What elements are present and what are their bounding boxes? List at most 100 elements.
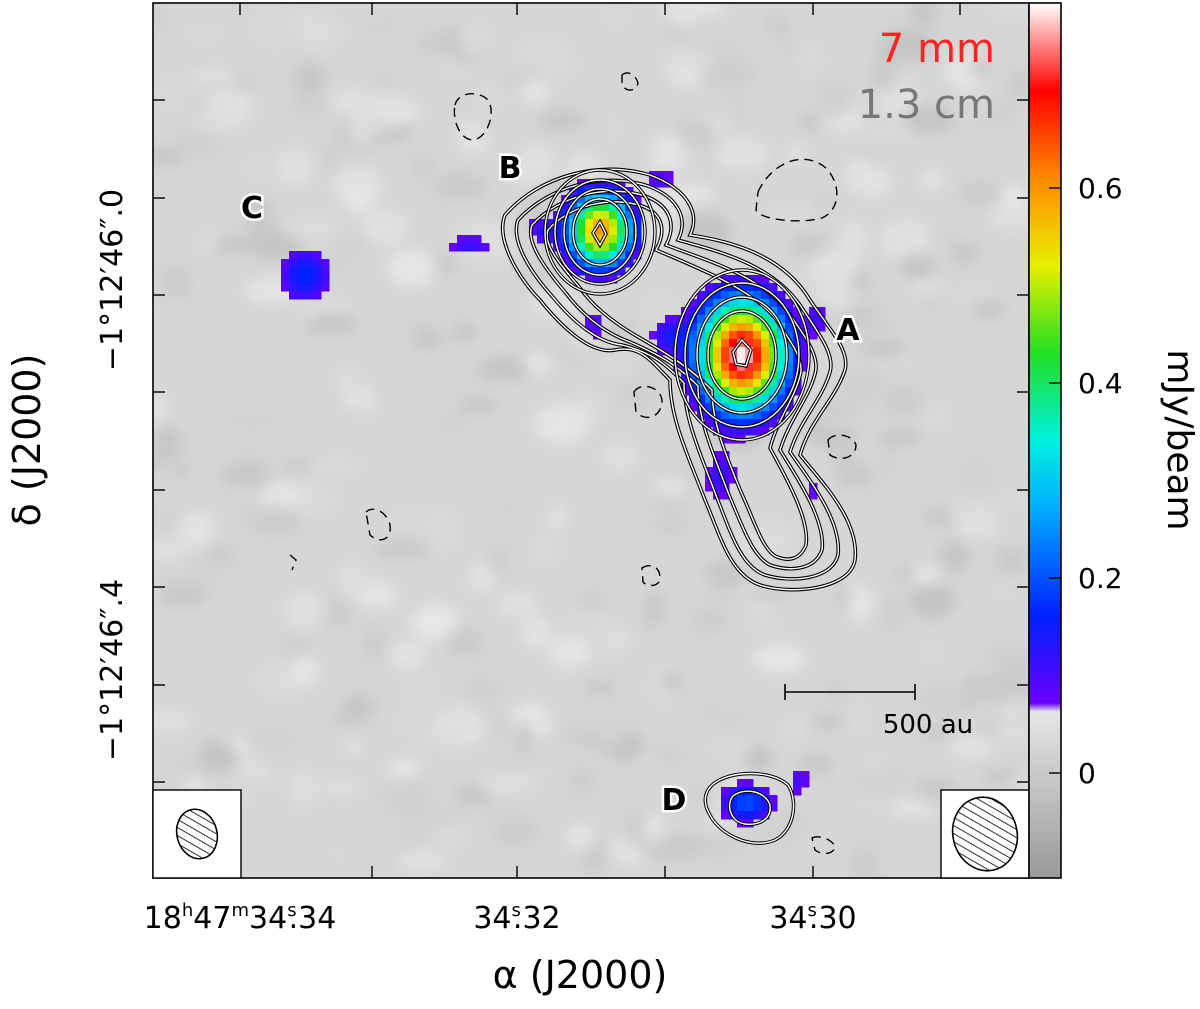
noise-blob xyxy=(289,769,318,809)
x-tick-label-34p30: 34s.30 xyxy=(769,900,856,936)
emission-pixel xyxy=(305,275,314,284)
emission-pixel xyxy=(769,803,778,812)
noise-blob xyxy=(587,608,616,642)
emission-pixel xyxy=(737,419,746,428)
noise-blob xyxy=(671,118,716,151)
noise-blob xyxy=(569,607,587,624)
emission-pixel xyxy=(729,291,738,300)
noise-blob xyxy=(234,65,261,102)
noise-blob xyxy=(921,724,956,742)
emission-pixel xyxy=(609,275,618,284)
emission-pixel xyxy=(753,379,762,388)
source-label-d: D xyxy=(662,783,687,818)
emission-pixel xyxy=(713,347,722,356)
emission-pixel xyxy=(633,219,642,228)
noise-blob xyxy=(705,557,749,589)
emission-pixel xyxy=(713,451,722,460)
noise-blob xyxy=(608,4,627,27)
emission-pixel xyxy=(745,331,754,340)
emission-pixel xyxy=(689,331,698,340)
emission-pixel xyxy=(753,427,762,436)
emission-pixel xyxy=(721,475,730,484)
emission-pixel xyxy=(737,291,746,300)
noise-blob xyxy=(513,719,535,758)
emission-pixel xyxy=(713,339,722,348)
y-axis-label: δ (J2000) xyxy=(5,354,49,527)
emission-pixel xyxy=(705,419,714,428)
emission-pixel xyxy=(817,323,826,332)
emission-pixel xyxy=(657,323,666,332)
source-a-contours xyxy=(673,268,811,442)
emission-pixel xyxy=(753,387,762,396)
emission-pixel xyxy=(721,411,730,420)
noise-blob xyxy=(237,758,267,778)
emission-pixel xyxy=(705,299,714,308)
emission-pixel xyxy=(801,779,810,788)
emission-pixel xyxy=(593,315,602,324)
noise-blob xyxy=(361,626,390,662)
emission-pixel xyxy=(753,331,762,340)
emission-pixel xyxy=(697,355,706,364)
emission-pixel xyxy=(737,299,746,308)
emission-pixel xyxy=(793,315,802,324)
emission-pixel xyxy=(769,379,778,388)
noise-blob xyxy=(318,781,366,795)
emission-pixel xyxy=(745,427,754,436)
noise-blob xyxy=(435,251,456,279)
emission-pixel xyxy=(649,179,658,188)
emission-pixel xyxy=(313,251,322,260)
noise-blob xyxy=(284,591,327,629)
emission-pixel xyxy=(321,259,330,268)
noise-blob xyxy=(863,125,913,141)
emission-pixel xyxy=(609,203,618,212)
emission-pixel xyxy=(729,315,738,324)
noise-blob xyxy=(836,701,871,735)
emission-pixel xyxy=(737,803,746,812)
emission-pixel xyxy=(737,331,746,340)
emission-pixel xyxy=(609,243,618,252)
emission-pixel xyxy=(289,267,298,276)
emission-pixel xyxy=(649,331,658,340)
emission-pixel xyxy=(593,243,602,252)
noise-blob xyxy=(221,462,271,489)
emission-pixel xyxy=(297,283,306,292)
emission-pixel xyxy=(785,331,794,340)
emission-pixel xyxy=(577,243,586,252)
emission-pixel xyxy=(745,779,754,788)
source-label-c: C xyxy=(241,191,263,226)
emission-pixel xyxy=(745,371,754,380)
emission-pixel xyxy=(537,227,546,236)
emission-pixel xyxy=(697,387,706,396)
noise-blob xyxy=(600,109,630,147)
noise-blob xyxy=(153,425,183,462)
emission-pixel xyxy=(745,363,754,372)
emission-pixel xyxy=(321,283,330,292)
emission-pixel xyxy=(793,387,802,396)
noise-blob xyxy=(748,612,786,637)
emission-pixel xyxy=(729,475,738,484)
emission-pixel xyxy=(609,195,618,204)
noise-blob xyxy=(685,699,736,725)
emission-pixel xyxy=(625,227,634,236)
noise-blob xyxy=(641,293,676,318)
noise-blob xyxy=(753,645,804,673)
emission-pixel xyxy=(305,251,314,260)
emission-pixel xyxy=(753,315,762,324)
emission-pixel xyxy=(721,387,730,396)
emission-pixel xyxy=(729,795,738,804)
noise-blob xyxy=(247,198,274,236)
noise-blob xyxy=(798,531,842,562)
noise-blob xyxy=(522,616,551,649)
noise-blob xyxy=(345,740,362,755)
noise-blob xyxy=(1001,185,1028,214)
emission-pixel xyxy=(737,403,746,412)
noise-blob xyxy=(456,122,489,155)
noise-blob xyxy=(251,725,298,750)
emission-pixel xyxy=(753,291,762,300)
beam-7mm xyxy=(152,789,242,879)
emission-pixel xyxy=(617,267,626,276)
emission-pixel xyxy=(625,235,634,244)
beam-1p3cm xyxy=(940,789,1030,879)
emission-pixel xyxy=(665,331,674,340)
emission-pixel xyxy=(721,435,730,444)
